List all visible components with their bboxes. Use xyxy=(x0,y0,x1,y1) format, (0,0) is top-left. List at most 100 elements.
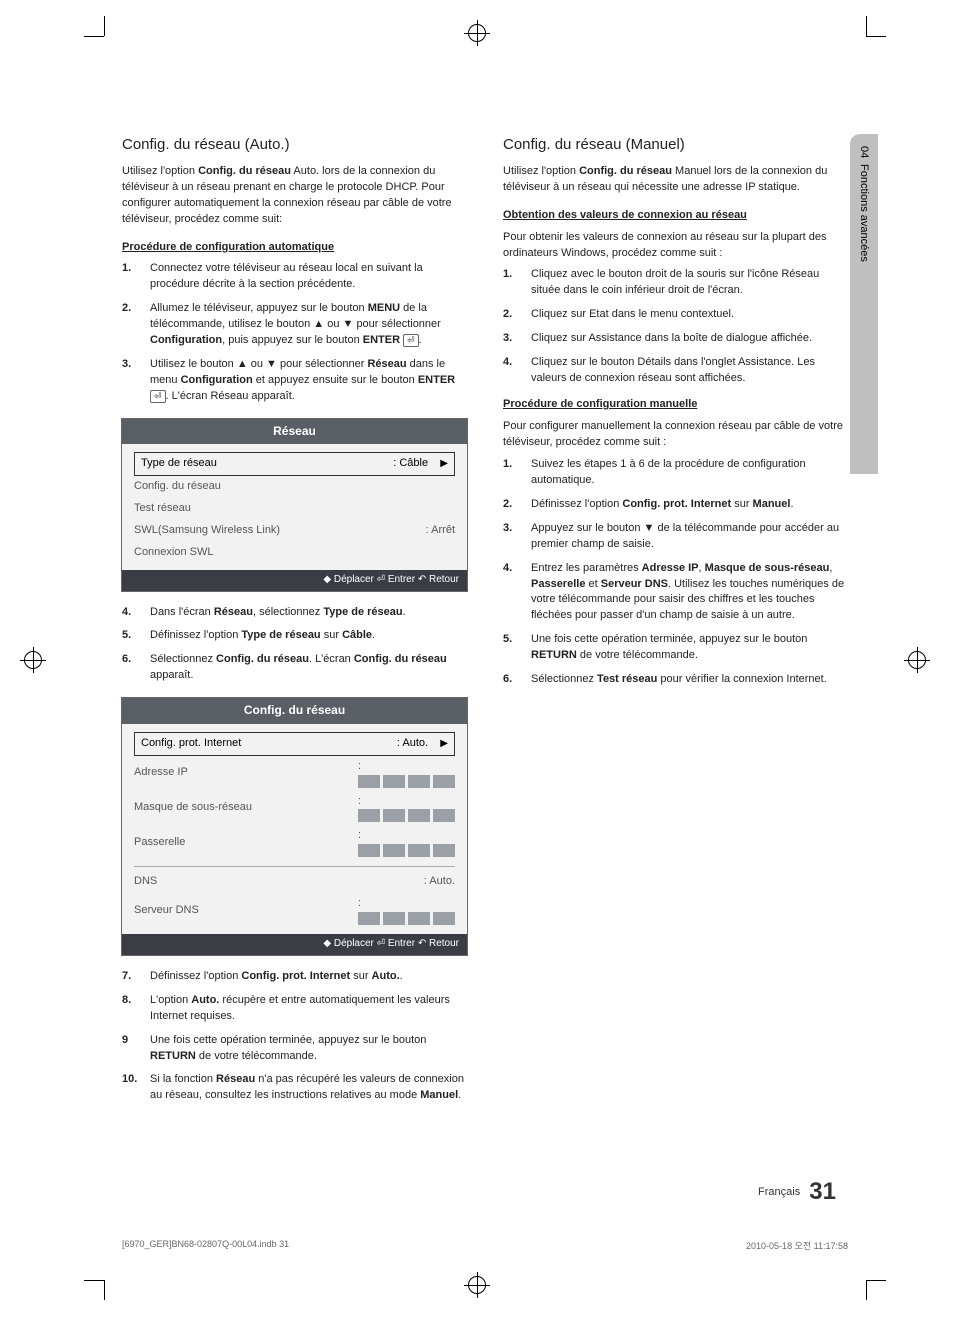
step-number: 8. xyxy=(122,993,140,1025)
enter-icon: ⏎ xyxy=(403,334,419,347)
step-text: Définissez l'option Config. prot. Intern… xyxy=(531,497,848,513)
step-text: Définissez l'option Config. prot. Intern… xyxy=(150,969,467,985)
panel-row[interactable]: Config. du réseau xyxy=(134,476,455,498)
step-text: Sélectionnez Config. du réseau. L'écran … xyxy=(150,652,467,684)
panel-row[interactable]: Serveur DNS: xyxy=(134,893,455,928)
step-number: 4. xyxy=(503,561,521,625)
step-text: Cliquez avec le bouton droit de la souri… xyxy=(531,267,848,299)
registration-mark-icon xyxy=(24,651,42,669)
row-label: Config. du réseau xyxy=(134,479,221,495)
step-number: 1. xyxy=(503,267,521,299)
step-number: 7. xyxy=(122,969,140,985)
step-number: 2. xyxy=(503,307,521,323)
step-number: 6. xyxy=(503,672,521,688)
step-text: Allumez le téléviseur, appuyez sur le bo… xyxy=(150,301,467,349)
side-tab-chapter: 04 xyxy=(858,146,870,158)
step-number: 1. xyxy=(503,457,521,489)
play-icon: ▶ xyxy=(440,458,448,469)
crop-mark xyxy=(84,36,104,37)
step-number: 3. xyxy=(122,357,140,405)
step-number: 2. xyxy=(503,497,521,513)
network-panel: Réseau Type de réseau : Câble ▶ Config. … xyxy=(122,419,467,591)
step-item: 8.L'option Auto. récupère et entre autom… xyxy=(122,993,467,1025)
row-label: Type de réseau xyxy=(141,456,217,472)
step-item: 5. Une fois cette opération terminée, app… xyxy=(503,632,848,664)
registration-mark-icon xyxy=(908,651,926,669)
row-label: Config. prot. Internet xyxy=(141,736,241,752)
step-item: 3. Cliquez sur Assistance dans la boîte d… xyxy=(503,331,848,347)
row-value: : Auto. xyxy=(424,874,455,890)
side-tab: 04 Fonctions avancées xyxy=(850,134,878,474)
step-text: Définissez l'option Type de réseau sur C… xyxy=(150,628,467,644)
step-text: Connectez votre téléviseur au réseau loc… xyxy=(150,261,467,293)
row-label: Connexion SWL xyxy=(134,545,214,561)
auto-steps-a: 1.Connectez votre téléviseur au réseau l… xyxy=(122,261,467,405)
row-label: Masque de sous-réseau xyxy=(134,800,252,816)
panel-row[interactable]: Connexion SWL xyxy=(134,542,455,564)
panel-row[interactable]: Adresse IP: xyxy=(134,756,455,791)
step-number: 6. xyxy=(122,652,140,684)
panel-footer: ◆ Déplacer ⏎ Entrer ↶ Retour xyxy=(122,934,467,955)
step-item: 6. Sélectionnez Config. du réseau. L'écra… xyxy=(122,652,467,684)
step-text: Entrez les paramètres Adresse IP, Masque… xyxy=(531,561,848,625)
auto-steps-c: 7. Définissez l'option Config. prot. Inte… xyxy=(122,969,467,1105)
panel-body: Type de réseau : Câble ▶ Config. du rése… xyxy=(122,444,467,570)
page-footer: Français 31 xyxy=(758,1178,836,1206)
right-paragraph-1: Pour obtenir les valeurs de connexion au… xyxy=(503,230,848,262)
left-heading: Config. du réseau (Auto.) xyxy=(122,134,467,156)
step-item: 3.Utilisez le bouton ▲ ou ▼ pour sélecti… xyxy=(122,357,467,405)
step-number: 3. xyxy=(503,521,521,553)
step-item: 7. Définissez l'option Config. prot. Inte… xyxy=(122,969,467,985)
divider xyxy=(134,866,455,867)
print-timestamp: 2010-05-18 오전 11:17:58 xyxy=(746,1239,848,1252)
play-icon: ▶ xyxy=(440,738,448,749)
left-subheading-1: Procédure de configuration automatique xyxy=(122,240,467,256)
panel-row[interactable]: Masque de sous-réseau: xyxy=(134,791,455,826)
left-intro: Utilisez l'option Config. du réseau Auto… xyxy=(122,164,467,228)
panel-body: Config. prot. Internet : Auto. ▶ Adresse… xyxy=(122,724,467,935)
panel-row[interactable]: Test réseau xyxy=(134,498,455,520)
manual-steps-b: 1. Suivez les étapes 1 à 6 de la procédur… xyxy=(503,457,848,688)
step-text: Appuyez sur le bouton ▼ de la télécomman… xyxy=(531,521,848,553)
step-text: Sélectionnez Test réseau pour vérifier l… xyxy=(531,672,848,688)
step-number: 9 xyxy=(122,1033,140,1065)
step-text: Utilisez le bouton ▲ ou ▼ pour sélection… xyxy=(150,357,467,405)
step-item: 1. Cliquez avec le bouton droit de la sou… xyxy=(503,267,848,299)
row-label: Test réseau xyxy=(134,501,191,517)
crop-mark xyxy=(866,16,867,36)
ip-field: : xyxy=(358,896,455,925)
step-item: 2.Allumez le téléviseur, appuyez sur le … xyxy=(122,301,467,349)
row-label: SWL(Samsung Wireless Link) xyxy=(134,523,280,539)
step-number: 5. xyxy=(503,632,521,664)
step-item: 4.Cliquez sur le bouton Détails dans l'o… xyxy=(503,355,848,387)
panel-row[interactable]: SWL(Samsung Wireless Link) : Arrêt xyxy=(134,520,455,542)
step-item: 6. Sélectionnez Test réseau pour vérifier… xyxy=(503,672,848,688)
ip-field: : xyxy=(358,828,455,857)
row-value: : Câble ▶ xyxy=(393,456,448,472)
step-item: 1.Connectez votre téléviseur au réseau l… xyxy=(122,261,467,293)
crop-mark xyxy=(866,36,886,37)
step-text: Suivez les étapes 1 à 6 de la procédure … xyxy=(531,457,848,489)
row-value: : Arrêt xyxy=(426,523,455,539)
panel-row[interactable]: DNS : Auto. xyxy=(134,871,455,893)
row-label: Adresse IP xyxy=(134,765,188,781)
step-text: Cliquez sur Assistance dans la boîte de … xyxy=(531,331,848,347)
step-item: 3. Appuyez sur le bouton ▼ de la télécomm… xyxy=(503,521,848,553)
panel-row-selected[interactable]: Config. prot. Internet : Auto. ▶ xyxy=(134,732,455,756)
step-number: 4. xyxy=(503,355,521,387)
panel-row[interactable]: Passerelle: xyxy=(134,825,455,860)
step-item: 10.Si la fonction Réseau n'a pas récupér… xyxy=(122,1072,467,1104)
panel-title: Config. du réseau xyxy=(122,698,467,723)
panel-title: Réseau xyxy=(122,419,467,444)
registration-mark-icon xyxy=(468,24,486,42)
panel-row-selected[interactable]: Type de réseau : Câble ▶ xyxy=(134,452,455,476)
step-item: 4.Entrez les paramètres Adresse IP, Masq… xyxy=(503,561,848,625)
step-number: 3. xyxy=(503,331,521,347)
config-panel: Config. du réseau Config. prot. Internet… xyxy=(122,698,467,955)
step-item: 1. Suivez les étapes 1 à 6 de la procédur… xyxy=(503,457,848,489)
step-item: 4.Dans l'écran Réseau, sélectionnez Type… xyxy=(122,605,467,621)
step-text: Une fois cette opération terminée, appuy… xyxy=(531,632,848,664)
crop-mark xyxy=(866,1280,886,1281)
side-tab-title: Fonctions avancées xyxy=(858,164,870,262)
row-label: DNS xyxy=(134,874,157,890)
